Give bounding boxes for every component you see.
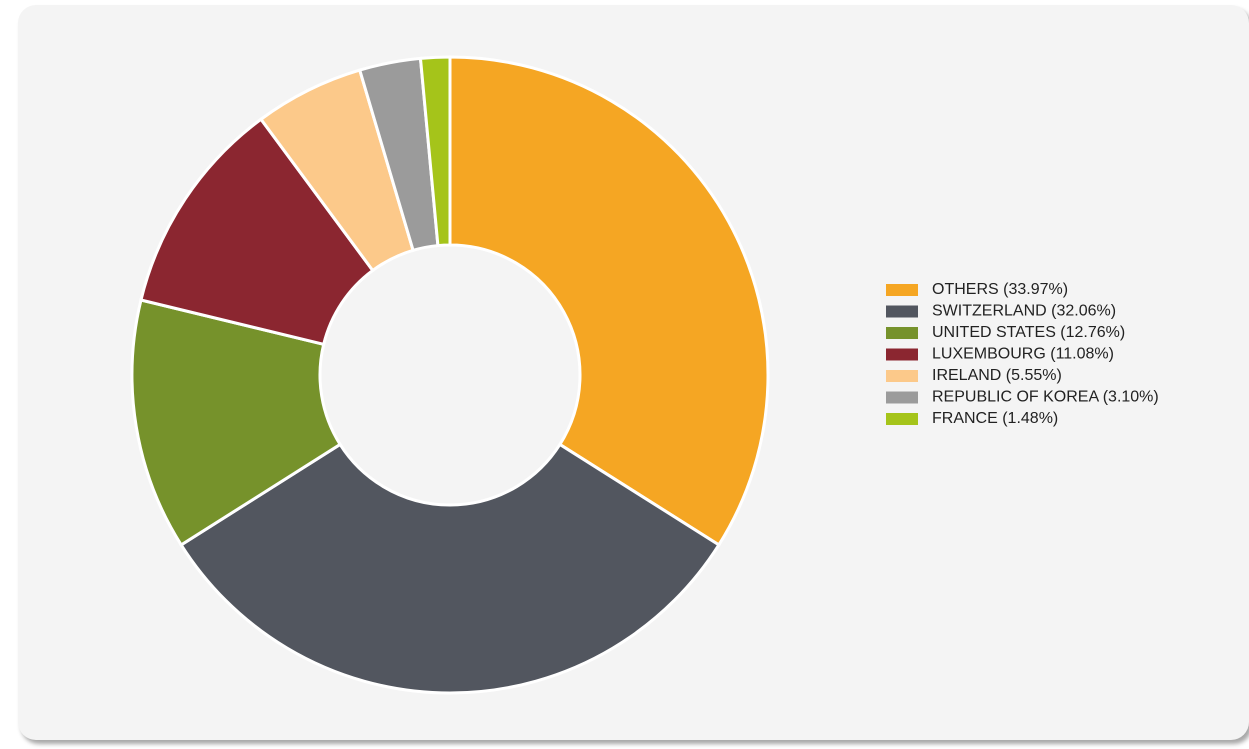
legend-label: UNITED STATES (12.76%) bbox=[932, 324, 1125, 341]
legend-swatch bbox=[886, 305, 918, 318]
legend-label: IRELAND (5.55%) bbox=[932, 367, 1062, 384]
legend-swatch bbox=[886, 327, 918, 339]
donut-slice bbox=[418, 55, 452, 248]
legend-label: FRANCE (1.48%) bbox=[932, 410, 1058, 427]
legend-swatch bbox=[886, 348, 918, 361]
legend-swatch bbox=[886, 391, 918, 404]
donut-slice bbox=[448, 55, 770, 547]
legend-label: SWITZERLAND (32.06%) bbox=[932, 303, 1116, 320]
legend-label: LUXEMBOURG (11.08%) bbox=[932, 346, 1114, 363]
legend-swatch bbox=[886, 284, 918, 296]
legend-swatch bbox=[886, 413, 918, 425]
donut-slice bbox=[139, 117, 375, 347]
legend-swatch bbox=[886, 370, 918, 382]
donut-slice bbox=[179, 442, 721, 695]
legend-label: OTHERS (33.97%) bbox=[932, 281, 1068, 298]
donut-slice bbox=[130, 298, 343, 547]
legend-label: REPUBLIC OF KOREA (3.10%) bbox=[932, 389, 1159, 406]
